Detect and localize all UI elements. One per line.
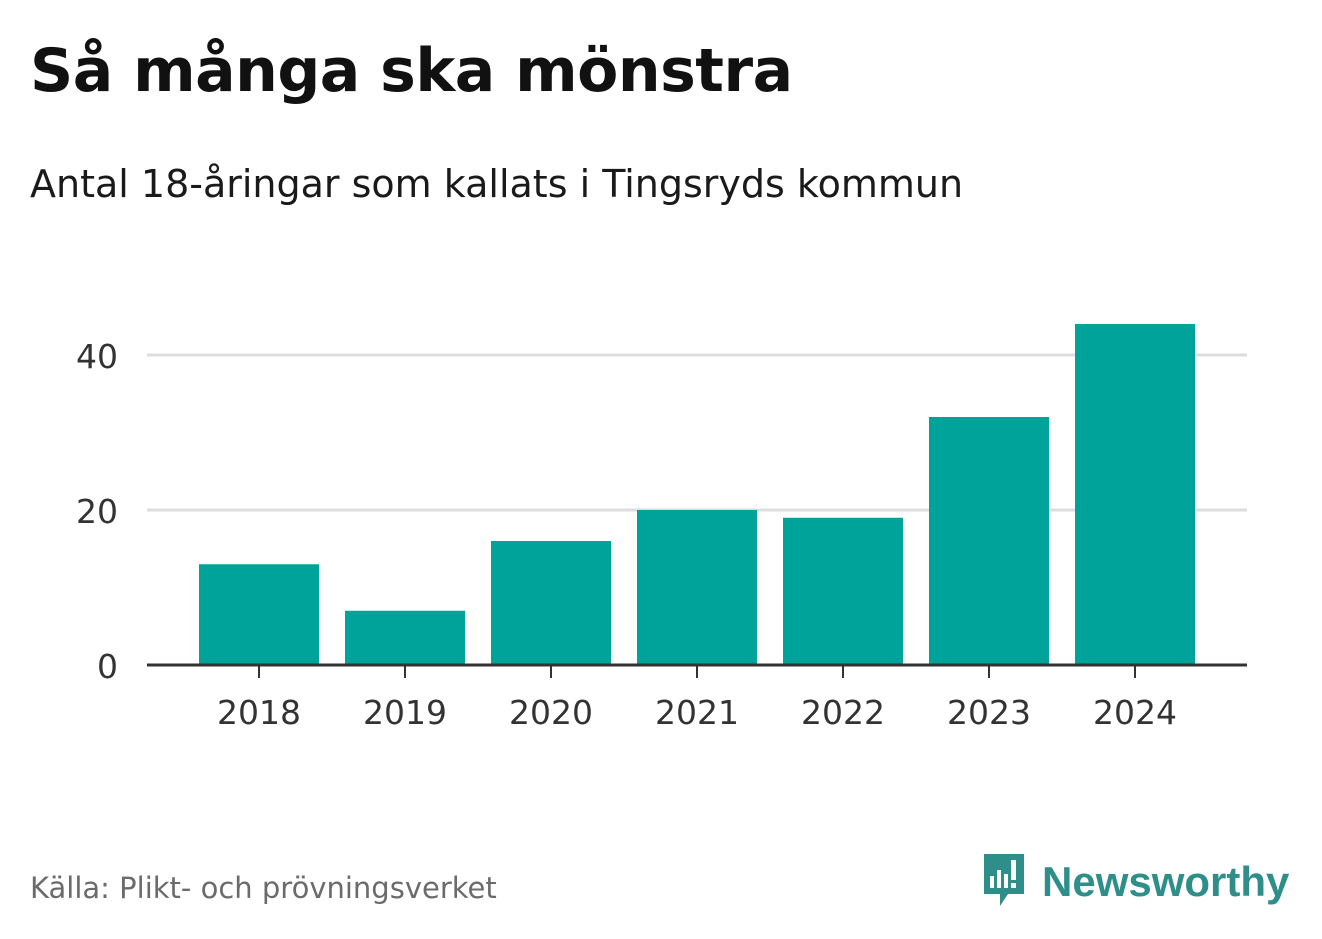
chart-subtitle: Antal 18-åringar som kallats i Tingsryds… [30, 162, 964, 206]
x-tick-label-2018: 2018 [217, 693, 301, 732]
bar-2018 [199, 564, 319, 665]
bar-2020 [491, 541, 611, 665]
bar-chart: 0 20 40 2018 2019 2020 2021 2022 2023 2024 [76, 324, 1247, 732]
x-tick-label-2023: 2023 [947, 693, 1031, 732]
x-tick-label-2024: 2024 [1093, 693, 1177, 732]
bar-2024 [1075, 324, 1195, 665]
y-tick-label-40: 40 [76, 337, 118, 376]
bars [199, 324, 1195, 665]
bar-2023 [929, 417, 1049, 665]
x-tick-label-2022: 2022 [801, 693, 885, 732]
y-tick-label-20: 20 [76, 492, 118, 531]
chart-title: Så många ska mönstra [30, 36, 793, 106]
bar-2021 [637, 510, 757, 665]
source-note: Källa: Plikt- och prövningsverket [30, 871, 497, 905]
bar-2022 [783, 517, 903, 665]
tick-marks [258, 665, 1136, 678]
newsworthy-logo-icon [980, 850, 1028, 914]
y-tick-label-0: 0 [97, 647, 118, 686]
x-tick-label-2020: 2020 [509, 693, 593, 732]
bar-2019 [345, 610, 465, 665]
brand-name: Newsworthy [1042, 858, 1290, 905]
x-tick-label-2021: 2021 [655, 693, 739, 732]
brand-logo: Newsworthy [980, 850, 1289, 914]
x-tick-label-2019: 2019 [363, 693, 447, 732]
axis-labels: 0 20 40 2018 2019 2020 2021 2022 2023 2024 [76, 337, 1177, 732]
